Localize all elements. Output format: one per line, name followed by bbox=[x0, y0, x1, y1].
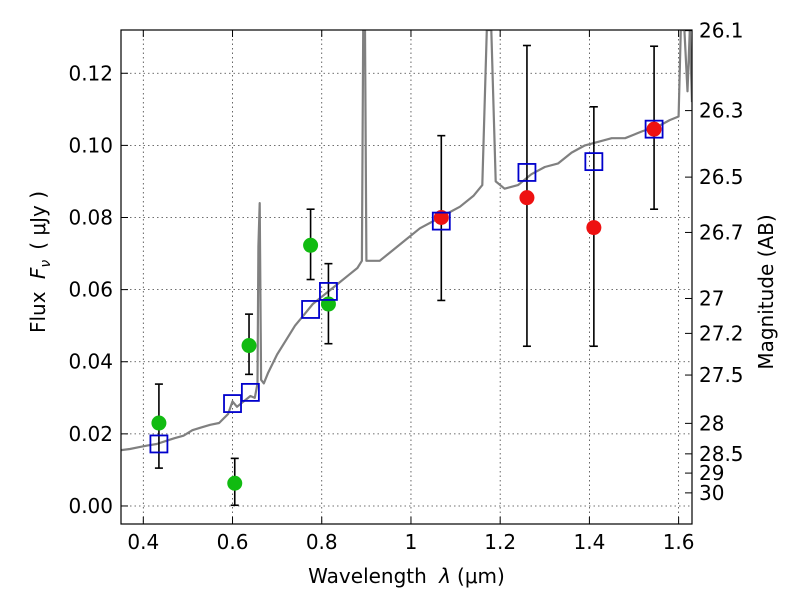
model-photometry-marker bbox=[644, 119, 664, 139]
x-axis-label: Wavelength λ (μm) bbox=[308, 564, 505, 588]
x-tick-label: 0.8 bbox=[306, 530, 338, 554]
red-data-point bbox=[433, 210, 449, 226]
y2-tick-label: 26.7 bbox=[699, 220, 744, 244]
x-tick-label: 1.2 bbox=[484, 530, 516, 554]
y2-tick-label: 28.5 bbox=[699, 442, 744, 466]
model-photometry-marker bbox=[301, 300, 320, 319]
green-data-point bbox=[320, 296, 336, 312]
y-axis-label: Flux Fν( μJy ) bbox=[26, 191, 54, 333]
y-tick-label: 0.08 bbox=[68, 206, 113, 230]
green-data-point bbox=[303, 237, 319, 253]
red-data-point bbox=[646, 121, 662, 137]
x-tick-label: 1.4 bbox=[573, 530, 605, 554]
model-photometry-marker bbox=[584, 152, 604, 172]
model-photometry-marker bbox=[517, 163, 537, 182]
grid bbox=[121, 30, 692, 524]
green-data-point bbox=[241, 338, 257, 354]
red-data-point bbox=[586, 220, 602, 236]
error-bars bbox=[154, 44, 659, 507]
y2-tick-label: 26.5 bbox=[699, 165, 744, 189]
y-tick-label: 0.12 bbox=[68, 61, 113, 85]
y2-tick-label: 29 bbox=[699, 461, 724, 485]
x-tick-label: 0.4 bbox=[127, 530, 159, 554]
axes: 0.4 0.6 0.8 1 1.2 1.4 1.6 0.00 0.02 0.04 0.06 0.08 0… bbox=[68, 19, 743, 554]
green-data-point bbox=[227, 475, 243, 491]
model-photometry-marker bbox=[149, 434, 169, 454]
model-photometry-marker bbox=[431, 211, 451, 231]
y2-tick-label: 27 bbox=[699, 286, 724, 310]
y-tick-label: 0.04 bbox=[68, 350, 113, 374]
spectrum-line bbox=[121, 30, 692, 452]
model-photometry-marker bbox=[223, 394, 242, 413]
y-tick-label: 0.00 bbox=[68, 494, 113, 518]
green-data-point bbox=[151, 415, 167, 431]
model-photometry-marker bbox=[319, 282, 338, 301]
x-tick-label: 0.6 bbox=[217, 530, 249, 554]
y2-tick-label: 26.3 bbox=[699, 99, 744, 123]
plot-frame bbox=[120, 29, 693, 525]
y2-tick-label: 27.5 bbox=[699, 363, 744, 387]
y-tick-label: 0.06 bbox=[68, 278, 113, 302]
model-photometry-marker bbox=[240, 382, 260, 402]
red-data-point bbox=[519, 190, 535, 206]
y2-tick-label: 27.2 bbox=[699, 321, 744, 345]
x-tick-label: 1.6 bbox=[663, 530, 695, 554]
y-tick-label: 0.10 bbox=[68, 133, 113, 157]
data-points bbox=[151, 121, 662, 491]
x-tick-label: 1 bbox=[405, 530, 418, 554]
y2-tick-label: 30 bbox=[699, 481, 724, 505]
right-axis-label: Magnitude (AB) bbox=[754, 214, 778, 369]
model-photometry-series bbox=[149, 119, 664, 454]
spectrum-series bbox=[121, 30, 692, 452]
y2-tick-label: 26.1 bbox=[699, 19, 744, 43]
y-tick-label: 0.02 bbox=[68, 422, 113, 446]
y2-tick-label: 28 bbox=[699, 411, 724, 435]
